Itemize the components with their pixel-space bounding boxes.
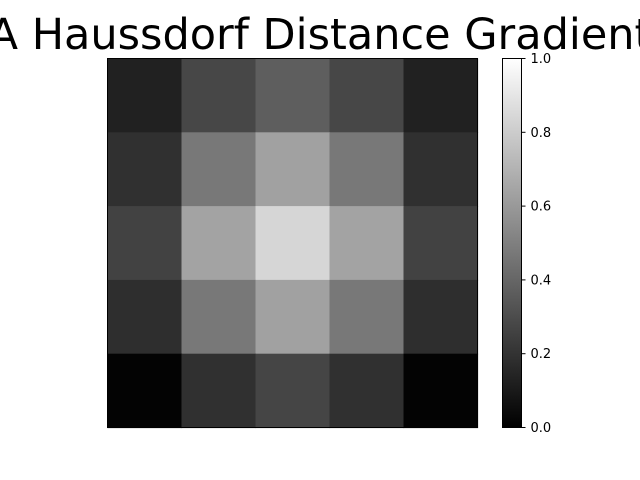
- heatmap-cell-r3-c3: [329, 279, 405, 355]
- chart-title: A Haussdorf Distance Gradient: [0, 10, 640, 60]
- heatmap-cell-r2-c3: [329, 206, 405, 281]
- heatmap-cell-r0-c0: [107, 58, 183, 133]
- heatmap-cell-r3-c0: [107, 279, 183, 355]
- heatmap-cell-r4-c3: [329, 353, 405, 429]
- colorbar-tick-label: 0.8: [531, 126, 552, 141]
- heatmap-cell-r0-c2: [255, 58, 331, 133]
- heatmap-cell-r4-c2: [255, 353, 331, 429]
- heatmap-frame: [107, 58, 478, 428]
- heatmap-cell-r2-c1: [181, 206, 257, 281]
- heatmap-cell-r2-c0: [107, 206, 183, 281]
- colorbar: [502, 58, 522, 428]
- colorbar-tick-label: 0.0: [531, 421, 552, 436]
- heatmap-cell-r4-c4: [403, 353, 479, 429]
- heatmap-cell-r0-c3: [329, 58, 405, 133]
- heatmap-cell-r0-c4: [403, 58, 479, 133]
- heatmap-cell-r2-c2: [255, 206, 331, 281]
- colorbar-ticks: 0.0 0.2 0.4 0.6 0.8 1.0: [521, 52, 552, 436]
- heatmap-cell-r0-c1: [181, 58, 257, 133]
- heatmap-cell-r1-c0: [107, 132, 183, 207]
- heatmap-cell-r1-c4: [403, 132, 479, 207]
- colorbar-tick-label: 0.2: [531, 347, 552, 362]
- colorbar-tick-label: 0.4: [531, 273, 552, 288]
- heatmap-cell-r3-c2: [255, 279, 331, 355]
- heatmap-cell-r1-c3: [329, 132, 405, 207]
- colorbar-tick-label: 0.6: [531, 200, 552, 215]
- heatmap-cell-r4-c1: [181, 353, 257, 429]
- heatmap-cell-r2-c4: [403, 206, 479, 281]
- colorbar-tick-label: 1.0: [531, 52, 552, 67]
- heatmap-cell-r3-c1: [181, 279, 257, 355]
- heatmap-cell-r1-c1: [181, 132, 257, 207]
- heatmap-grid: [107, 58, 479, 429]
- heatmap-cell-r4-c0: [107, 353, 183, 429]
- heatmap-cell-r3-c4: [403, 279, 479, 355]
- heatmap-cell-r1-c2: [255, 132, 331, 207]
